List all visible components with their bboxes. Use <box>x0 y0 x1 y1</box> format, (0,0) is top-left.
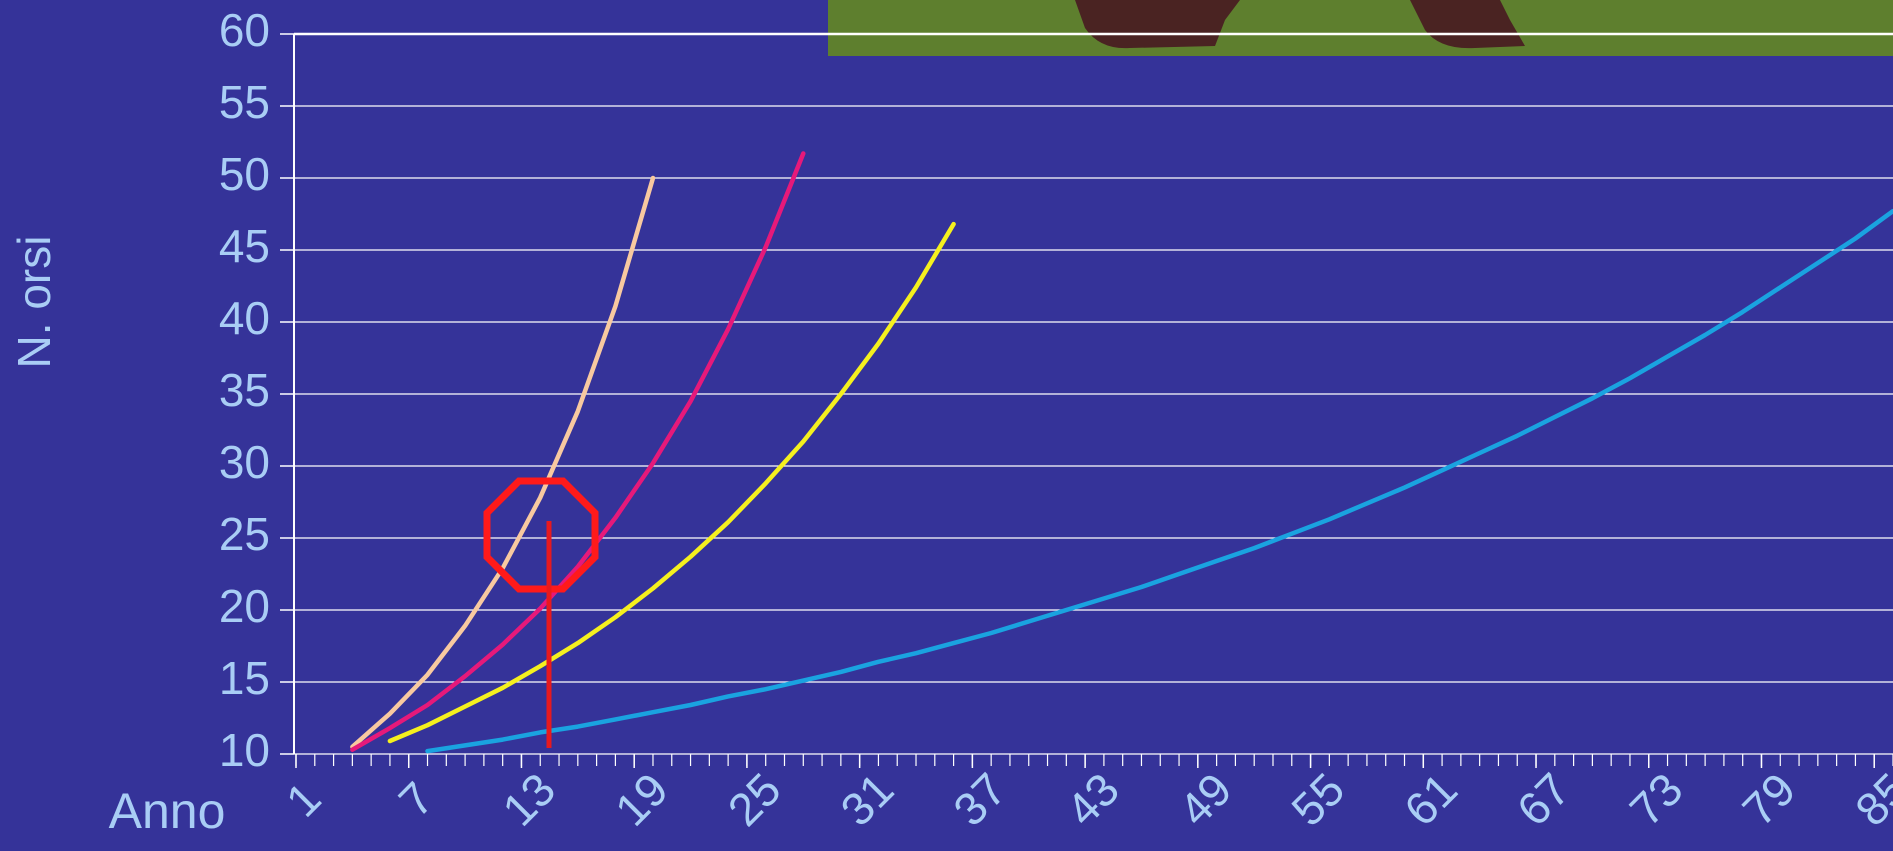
y-tick-label: 30 <box>219 436 270 488</box>
y-tick-label: 15 <box>219 652 270 704</box>
photo-bear <box>1075 0 1240 49</box>
series-line <box>425 208 1893 754</box>
annotation <box>483 477 599 748</box>
y-tick-label: 60 <box>219 4 270 56</box>
highlight-octagon <box>483 477 599 593</box>
y-tick-label: 35 <box>219 364 270 416</box>
y-tick-label: 45 <box>219 220 270 272</box>
photo-grass <box>828 0 1893 56</box>
series-line <box>387 221 956 744</box>
y-tick-label: 10 <box>219 724 270 776</box>
photo <box>828 0 1893 56</box>
y-tick-label: 50 <box>219 148 270 200</box>
y-tick-label: 25 <box>219 508 270 560</box>
photo-bear <box>1410 0 1525 49</box>
series-line <box>350 151 806 752</box>
y-tick-label: 55 <box>219 76 270 128</box>
y-axis-label: N. orsi <box>8 236 60 369</box>
x-axis-label: Anno <box>109 783 226 839</box>
y-tick-label: 40 <box>219 292 270 344</box>
y-tick-label: 20 <box>219 580 270 632</box>
